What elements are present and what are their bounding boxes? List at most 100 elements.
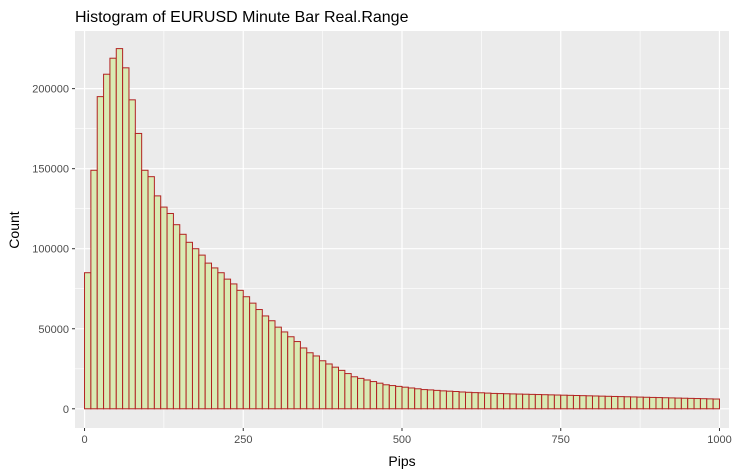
histogram-bar [236,289,244,410]
histogram-bar [242,296,251,410]
histogram-bar [344,373,352,410]
histogram-bar [198,254,206,410]
histogram-bar [604,395,613,410]
histogram-bar [382,384,390,410]
y-tick-label: 0 [63,404,69,416]
histogram-bar [141,169,149,410]
histogram-bar [103,73,111,410]
histogram-bar [185,241,193,410]
histogram-bar [598,395,606,410]
histogram-bar [674,397,682,410]
chart-title: Histogram of EURUSD Minute Bar Real.Rang… [75,9,409,26]
histogram-bar [363,379,371,410]
histogram-bar [122,67,130,410]
histogram-bar [312,355,320,410]
histogram-bar [357,377,365,410]
histogram-bar [458,391,466,410]
histogram-bar [528,393,536,410]
histogram-bar [255,309,263,410]
y-tick-label: 200000 [32,84,69,96]
histogram-bar [96,96,105,410]
histogram-bar [630,396,638,410]
histogram-bar [109,57,117,410]
histogram-bar [217,272,225,410]
histogram-bar [642,396,651,410]
histogram-bar [179,233,187,410]
histogram-bar [496,393,505,410]
histogram-bar [166,212,174,410]
histogram-bar [223,278,232,410]
histogram-bar [541,394,549,410]
histogram-bar [699,398,708,410]
histogram-bar [534,394,543,410]
x-tick-label: 250 [234,434,252,446]
histogram-bar [414,388,422,410]
histogram-bar [376,382,384,410]
histogram-bar [369,381,378,410]
histogram-bar [338,369,346,410]
histogram-bar [623,396,632,410]
y-tick-label: 150000 [32,164,69,176]
histogram-bar [128,99,136,410]
histogram-bar [477,392,486,410]
histogram-bar [579,395,587,410]
y-tick-label: 50000 [38,324,69,336]
histogram-bar [115,48,124,410]
histogram-bar [401,386,409,410]
histogram-bar [153,195,162,410]
histogram-bar [395,385,403,410]
histogram-bar [490,392,498,410]
histogram-bar [147,176,155,410]
histogram-bar [591,395,600,410]
x-axis-title: Pips [388,453,415,469]
histogram-bar [471,392,479,410]
histogram-bar [306,352,314,410]
histogram-bar [134,132,143,410]
histogram-bar [655,397,663,410]
histogram-bar [160,206,168,410]
histogram-bar [433,389,441,410]
histogram-bar [706,398,714,410]
histogram-bar [445,390,454,410]
histogram-bar [230,283,238,410]
x-tick-label: 0 [81,434,87,446]
histogram-bar [668,397,676,410]
histogram-bar [515,393,524,410]
histogram-bar [204,262,213,410]
histogram-bar [566,394,574,410]
histogram-bar [585,395,593,410]
histogram-bar [293,341,301,410]
histogram-bar [484,392,492,410]
histogram-bar [90,169,98,410]
histogram-bar [553,394,562,410]
x-axis-ticks: 0 250 500 750 1000 [81,428,732,446]
histogram-bar [268,320,276,410]
histogram-bar [318,360,327,410]
y-axis-title: Count [6,211,22,248]
histogram-bar [280,331,289,410]
histogram-bar [687,397,695,410]
histogram-bar [274,326,282,410]
histogram-bar [172,224,181,410]
histogram-bar [84,272,92,410]
histogram-bar [712,398,720,410]
histogram-bar [649,396,657,410]
histogram-bar [693,398,701,410]
histogram-bar [617,396,625,410]
histogram-bar [636,396,644,410]
histogram-bar [350,376,359,410]
x-tick-label: 1000 [707,434,731,446]
histogram-bar [287,336,295,410]
histogram-bar [509,393,517,410]
histogram-bar [464,391,473,410]
y-axis-ticks: 0 50000 100000 150000 200000 [32,84,75,416]
histogram-bar [522,393,530,410]
histogram-bar [503,393,511,410]
y-tick-label: 100000 [32,244,69,256]
histogram-bar [261,315,270,410]
histogram-bar [420,389,428,410]
histogram-bar [661,397,670,410]
histogram-bar [191,248,200,410]
histogram-bar [547,394,555,410]
